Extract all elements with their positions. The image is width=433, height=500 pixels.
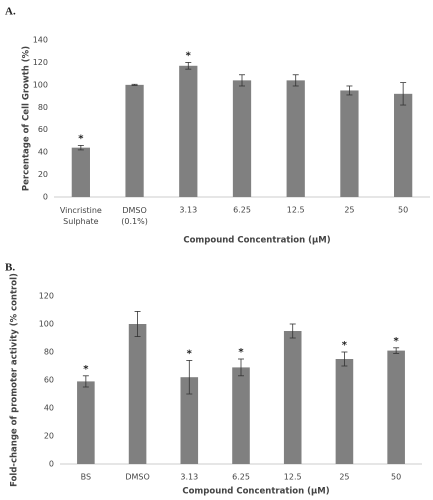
x-tick-label: 50 [391, 473, 401, 482]
bar [394, 93, 413, 197]
x-axis-title: Compound Concentration (µM) [182, 487, 329, 497]
significance-marker: * [78, 133, 84, 144]
y-tick-label: 0 [43, 193, 48, 202]
y-tick-label: 40 [44, 404, 54, 413]
bar [232, 80, 252, 197]
bar [125, 84, 144, 197]
y-tick-label: 80 [44, 348, 54, 357]
x-tick-label: 25 [344, 206, 354, 215]
x-tick-label: DMSO [125, 473, 149, 482]
significance-marker: * [186, 50, 192, 61]
panel-label: A. [5, 6, 16, 18]
bar [71, 147, 90, 197]
bar [283, 331, 302, 464]
bar [77, 381, 95, 464]
bar [387, 350, 405, 464]
x-tick-label: 3.13 [180, 473, 198, 482]
x-tick-label: 12.5 [287, 206, 305, 215]
x-tick-label: 12.5 [284, 473, 302, 482]
bar [340, 90, 359, 197]
bar [179, 65, 198, 198]
x-tick-label: BS [81, 473, 91, 482]
significance-marker: * [394, 336, 400, 347]
x-tick-label: Vincristine Sulphate [60, 206, 102, 226]
y-axis-title: Percentage of Cell Growth (%) [22, 46, 32, 191]
y-tick-label: 0 [49, 460, 54, 469]
y-tick-label: 140 [33, 36, 48, 45]
x-tick-label: 25 [339, 473, 349, 482]
panel-label: B. [5, 262, 15, 274]
y-tick-label: 100 [33, 80, 48, 89]
y-tick-label: 80 [38, 103, 48, 112]
x-tick-label: 6.25 [232, 473, 250, 482]
bar [286, 80, 305, 197]
y-tick-label: 100 [39, 320, 54, 329]
x-tick-label: 50 [398, 206, 408, 215]
y-tick-label: 40 [38, 148, 48, 157]
x-tick-label: 6.25 [233, 206, 251, 215]
bar [232, 367, 250, 464]
significance-marker: * [342, 340, 348, 351]
bar [335, 359, 354, 464]
y-tick-label: 20 [38, 170, 48, 179]
significance-marker: * [238, 347, 244, 358]
bar [128, 324, 147, 464]
y-tick-label: 120 [39, 292, 54, 301]
significance-marker: * [187, 348, 193, 359]
x-axis-title: Compound Concentration (µM) [183, 236, 330, 246]
significance-marker: * [83, 364, 89, 375]
y-tick-label: 20 [44, 432, 54, 441]
y-tick-label: 60 [38, 125, 48, 134]
x-tick-label: DMSO (0.1%) [121, 206, 148, 226]
bar [180, 377, 199, 464]
x-tick-label: 3.13 [179, 206, 197, 215]
y-axis-title: Fold-change of promoter activity (% cont… [10, 273, 20, 487]
y-tick-label: 60 [44, 376, 54, 385]
y-tick-label: 120 [33, 58, 48, 67]
